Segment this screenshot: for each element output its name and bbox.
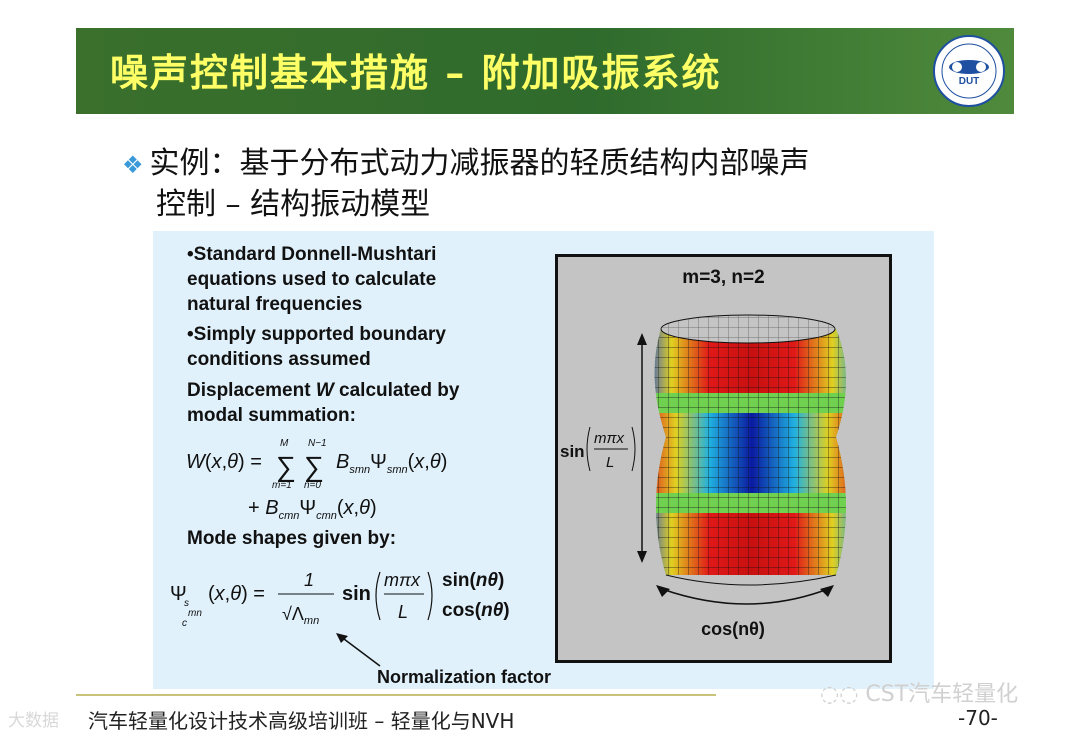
university-logo: DUT xyxy=(933,35,1005,107)
svg-text:L: L xyxy=(606,454,614,471)
watermark-left: 大数据 xyxy=(8,711,59,731)
cylinder-mode-figure: m=3, n=2 xyxy=(555,254,892,663)
modal-summation-equation: W(x,θ) = M ∑ m=1 N−1 ∑ n=0 BsmnΨsmn(x,θ)… xyxy=(186,438,447,522)
footer-text: 汽车轻量化设计技术高级培训班 – 轻量化与NVH xyxy=(88,709,515,733)
normalization-arrow xyxy=(336,633,381,667)
title-banner: 噪声控制基本措施 – 附加吸振系统 DUT xyxy=(76,28,1014,114)
svg-text:(x,θ) =: (x,θ) = xyxy=(208,583,265,605)
wechat-icon: ◌◌ xyxy=(820,682,866,707)
bullet-3-variable: W xyxy=(315,380,334,401)
svg-text:N−1: N−1 xyxy=(308,438,327,449)
bullet-2-line: •Simply supported boundary xyxy=(187,324,446,345)
heading-line-1: 实例：基于分布式动力减振器的轻质结构内部噪声 xyxy=(149,146,810,181)
svg-text:sin(nθ): sin(nθ) xyxy=(442,570,504,591)
svg-text:cos(nθ): cos(nθ) xyxy=(442,600,510,621)
diamond-bullet-icon: ❖ xyxy=(122,151,144,179)
svg-text:W(x,θ) =: W(x,θ) = xyxy=(186,451,262,473)
watermark-right-text: CST汽车轻量化 xyxy=(865,682,1019,707)
svg-text:mn: mn xyxy=(188,608,202,619)
slide-title: 噪声控制基本措施 – 附加吸振系统 xyxy=(110,50,722,95)
svg-text:BsmnΨsmn(x,θ): BsmnΨsmn(x,θ) xyxy=(336,451,447,476)
svg-text:mπx: mπx xyxy=(594,430,625,447)
svg-text:∑: ∑ xyxy=(276,451,296,482)
bullet-1-line: natural frequencies xyxy=(187,294,363,315)
svg-text:Ψ: Ψ xyxy=(170,583,187,605)
svg-text:+ BcmnΨcmn(x,θ): + BcmnΨcmn(x,θ) xyxy=(248,497,377,522)
bullet-3-text: calculated by xyxy=(333,380,460,401)
svg-text:1: 1 xyxy=(304,570,314,590)
bullet-2: •Simply supported boundary conditions as… xyxy=(187,322,446,372)
normalization-label: Normalization factor xyxy=(377,667,552,687)
bottom-label: cos(nθ) xyxy=(701,619,765,639)
mode-shapes-label: Mode shapes given by: xyxy=(187,528,397,549)
svg-text:mπx: mπx xyxy=(384,570,421,590)
heading-line-2: 控制 – 结构振动模型 xyxy=(156,187,431,222)
bullet-1: •Standard Donnell-Mushtari equations use… xyxy=(187,242,436,317)
bullet-1-line: •Standard Donnell-Mushtari xyxy=(187,244,437,265)
side-label-prefix: sin xyxy=(560,442,585,461)
svg-text:sin: sin xyxy=(342,583,371,605)
svg-text:∑: ∑ xyxy=(304,451,324,482)
footer-divider xyxy=(76,694,716,696)
svg-text:c: c xyxy=(182,618,187,629)
bullet-3-text: Displacement xyxy=(187,380,316,401)
bullet-heading: ❖ 实例：基于分布式动力减振器的轻质结构内部噪声 控制 – 结构振动模型 xyxy=(122,144,982,225)
bullet-3-line: modal summation: xyxy=(187,405,356,426)
bullet-1-line: equations used to calculate xyxy=(187,269,437,290)
svg-text:m=1: m=1 xyxy=(272,480,292,491)
watermark-right: ◌◌ CST汽车轻量化 xyxy=(820,676,1018,708)
svg-text:M: M xyxy=(280,438,289,449)
logo-text: DUT xyxy=(959,76,980,87)
mode-shape-equation: Ψ s mn c (x,θ) = 1 √Λmn sin mπx L sin(nθ… xyxy=(170,570,510,629)
mode-caption: m=3, n=2 xyxy=(682,267,765,288)
svg-text:L: L xyxy=(398,602,408,622)
bullet-2-line: conditions assumed xyxy=(187,349,371,370)
svg-text:√Λmn: √Λmn xyxy=(282,604,319,627)
bullet-3: Displacement W calculated by modal summa… xyxy=(187,378,459,428)
page-number: -70- xyxy=(958,706,998,730)
svg-text:n=0: n=0 xyxy=(304,480,321,491)
cylinder-mesh-plot: sin mπx L cos(nθ) xyxy=(560,314,846,639)
svg-text:s: s xyxy=(184,598,189,609)
